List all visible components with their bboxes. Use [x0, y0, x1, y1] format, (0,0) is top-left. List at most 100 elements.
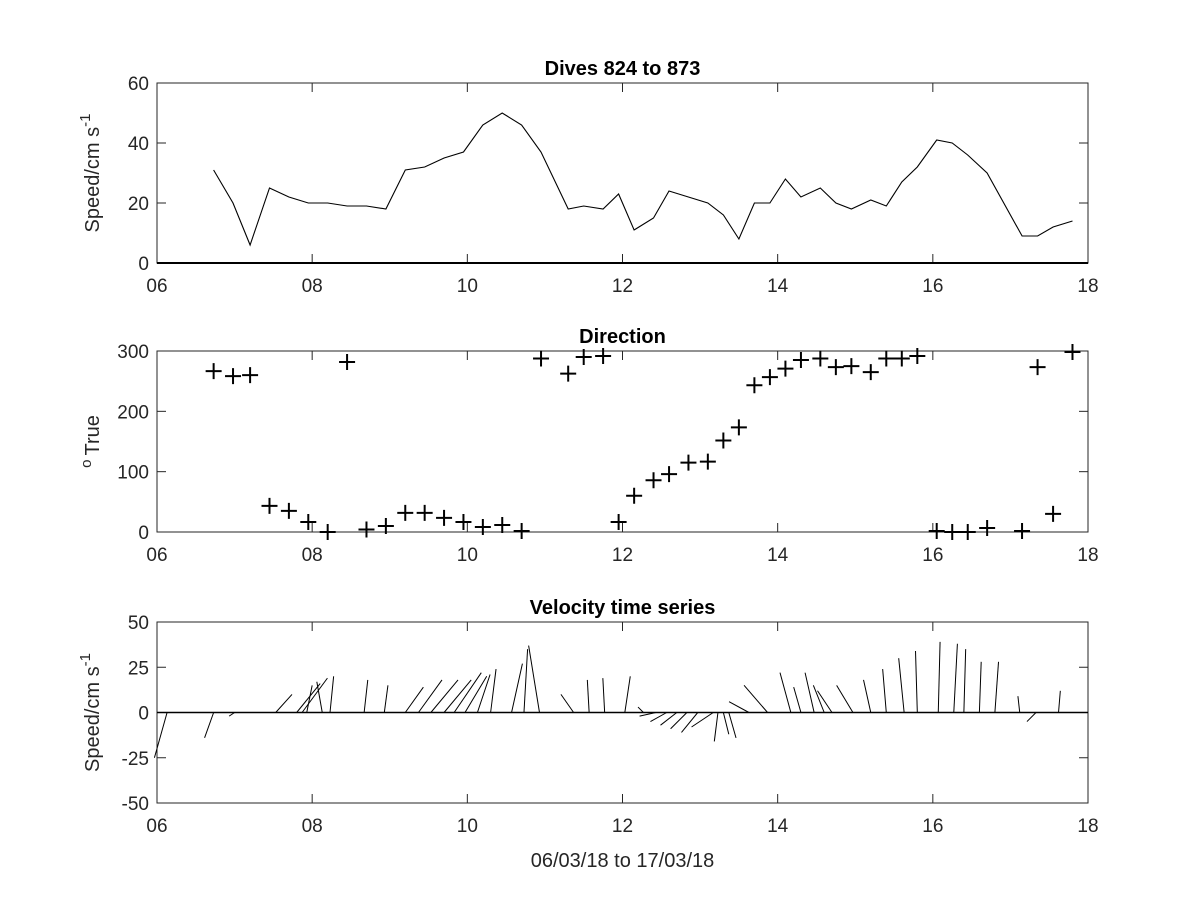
direction-point	[416, 504, 433, 521]
direction-point	[862, 364, 879, 381]
x-tick-label: 08	[302, 545, 323, 566]
velocity-stick	[1017, 696, 1021, 713]
x-tick-label: 12	[612, 545, 633, 566]
direction-point	[300, 513, 317, 530]
direction-point	[560, 365, 577, 382]
x-tick-label: 06	[146, 816, 167, 837]
y-tick-label: -25	[122, 749, 149, 770]
direction-point	[928, 522, 945, 539]
y-tick-label: 300	[117, 342, 149, 363]
y-axis-label-sup: -1	[77, 114, 94, 127]
velocity-stick	[650, 712, 667, 722]
velocity-stick	[316, 681, 323, 713]
velocity-stick	[898, 658, 905, 713]
y-tick-label: 40	[128, 134, 149, 155]
x-tick-label: 06	[146, 545, 167, 566]
y-axis-label-main: Speed/cm s	[82, 666, 104, 772]
x-tick-label: 18	[1077, 545, 1098, 566]
direction-point	[533, 350, 550, 367]
velocity-stick	[804, 672, 815, 713]
velocity-stick	[713, 712, 719, 742]
x-tick-label: 14	[767, 545, 789, 566]
velocity-stick	[490, 668, 497, 713]
velocity-stick	[228, 712, 235, 717]
direction-point	[699, 453, 716, 470]
velocity-stick	[383, 685, 389, 713]
direction-point	[261, 497, 278, 514]
velocity-stick	[743, 685, 768, 713]
panel-title: Dives 824 to 873	[545, 58, 701, 80]
y-tick-label: 200	[117, 402, 149, 423]
x-tick-label: 16	[922, 545, 943, 566]
direction-point	[792, 352, 809, 369]
direction-point	[878, 350, 895, 367]
x-tick-label: 14	[767, 816, 789, 837]
direction-point	[397, 504, 414, 521]
velocity-stick	[624, 676, 631, 713]
velocity-stick	[978, 661, 982, 713]
velocity-stick	[994, 661, 1000, 713]
direction-point	[575, 349, 592, 366]
velocity-stick	[660, 712, 678, 726]
velocity-stick	[812, 685, 825, 713]
x-tick-label: 12	[612, 816, 633, 837]
y-axis-label: Speed/cm s-1	[77, 114, 104, 233]
direction-point	[761, 369, 778, 386]
direction-point	[843, 358, 860, 375]
y-tick-label: 0	[138, 523, 149, 544]
velocity-stick	[329, 676, 335, 713]
y-axis-label-main: True	[82, 415, 104, 455]
direction-point	[959, 524, 976, 540]
y-tick-label: -50	[122, 794, 149, 815]
axes-box	[156, 82, 1089, 264]
direction-point	[812, 350, 829, 367]
x-tick-label: 16	[922, 816, 943, 837]
direction-point	[979, 519, 996, 536]
y-axis-label-main: Speed/cm s	[82, 127, 104, 233]
y-tick-label: 25	[128, 658, 149, 679]
velocity-stick	[476, 674, 491, 713]
direction-point	[944, 524, 961, 540]
direction-panel: 06 08 10 12 14 16 18 0 100 200 300 Direction o True	[78, 326, 1099, 566]
velocity-stick	[963, 649, 967, 713]
direction-point	[626, 487, 643, 504]
direction-point	[680, 454, 697, 471]
velocity-stick	[523, 649, 529, 713]
y-tick-label: 0	[138, 254, 149, 275]
x-tick-label: 14	[767, 276, 789, 297]
direction-point	[661, 466, 678, 483]
x-tick-label: 08	[302, 816, 323, 837]
direction-point	[319, 524, 336, 540]
y-tick-label: 100	[117, 463, 149, 484]
direction-point	[339, 354, 356, 371]
velocity-stick	[528, 645, 540, 713]
velocity-stick	[153, 712, 168, 758]
direction-point	[225, 368, 242, 385]
y-axis-label: o True	[78, 415, 104, 468]
direction-point	[242, 367, 259, 384]
direction-point	[280, 502, 297, 519]
velocity-stick	[863, 679, 872, 713]
direction-point	[474, 518, 491, 535]
velocity-stick	[306, 685, 313, 713]
direction-point	[1064, 344, 1081, 361]
velocity-stick	[681, 712, 699, 733]
direction-point	[377, 517, 394, 534]
speed-panel: 06 08 10 12 14 16 18 0 20 40 60 Dives 824 to 873 Spe…	[77, 58, 1099, 297]
velocity-stick	[560, 694, 575, 713]
velocity-stick	[670, 712, 688, 730]
direction-point	[1045, 505, 1062, 522]
direction-point	[513, 522, 530, 539]
direction-point	[777, 360, 794, 377]
direction-point	[494, 516, 511, 533]
velocity-stick	[511, 663, 523, 713]
velocity-stick	[836, 685, 854, 713]
direction-point	[730, 419, 747, 436]
velocity-stick	[953, 643, 958, 713]
velocity-stick	[453, 672, 482, 713]
velocity-stick	[204, 712, 215, 739]
x-tick-label: 10	[457, 545, 478, 566]
direction-point	[455, 513, 472, 530]
x-tick-label: 18	[1077, 816, 1098, 837]
